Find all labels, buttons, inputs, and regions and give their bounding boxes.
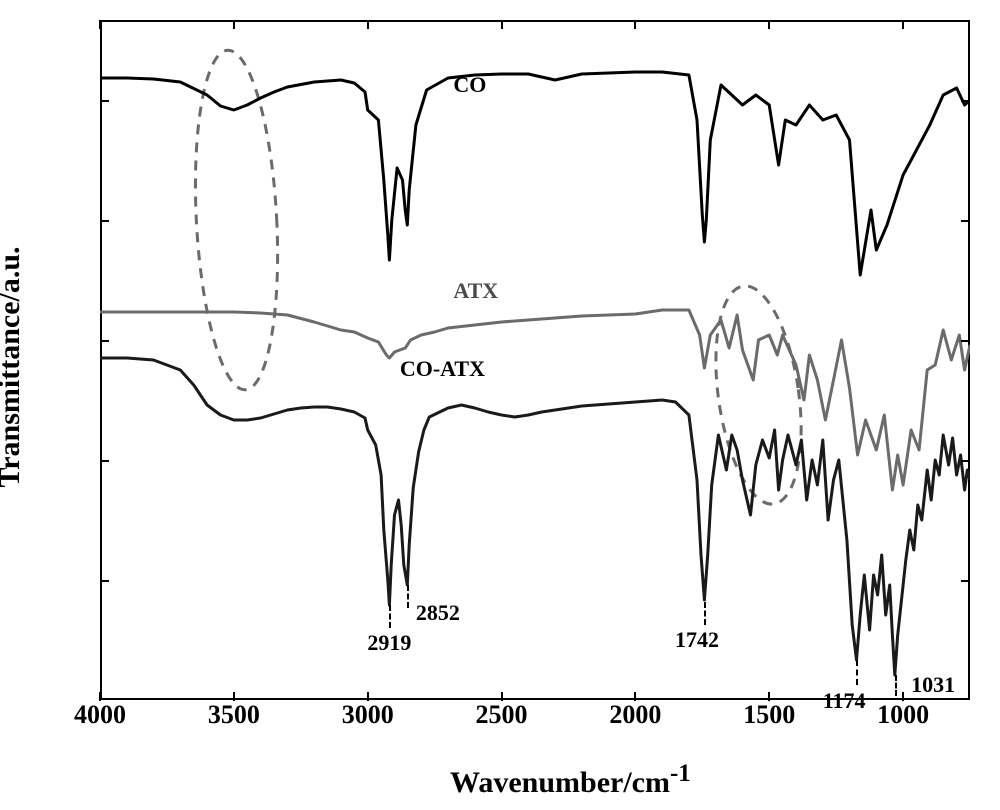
x-tick-mark-top xyxy=(902,20,904,29)
y-tick-mark-right xyxy=(961,340,970,342)
x-tick-label: 3500 xyxy=(208,700,260,730)
peak-label: 2852 xyxy=(416,600,460,626)
x-tick-mark-top xyxy=(233,20,235,29)
peak-label: 2919 xyxy=(367,630,411,656)
curve-label: CO xyxy=(453,72,486,98)
spectrum-CO xyxy=(100,72,970,275)
x-tick-mark-top xyxy=(634,20,636,29)
x-tick-label: 4000 xyxy=(74,700,126,730)
x-tick-label: 2500 xyxy=(476,700,528,730)
x-tick-label: 3000 xyxy=(342,700,394,730)
x-tick-mark-top xyxy=(501,20,503,29)
y-tick-mark-right xyxy=(961,100,970,102)
peak-label: 1174 xyxy=(823,688,866,714)
x-tick-mark-top xyxy=(99,20,101,29)
highlight-ellipse-1 xyxy=(703,280,813,509)
y-tick-mark xyxy=(100,580,109,582)
y-tick-mark-right xyxy=(961,220,970,222)
x-tick-label: 1500 xyxy=(743,700,795,730)
peak-dash-line xyxy=(389,605,391,628)
x-tick-mark-top xyxy=(768,20,770,29)
y-tick-mark xyxy=(100,100,109,102)
curve-label: CO-ATX xyxy=(400,356,485,382)
x-tick-label: 1000 xyxy=(877,700,929,730)
y-tick-mark-right xyxy=(961,580,970,582)
peak-dash-line xyxy=(856,660,858,685)
y-tick-mark xyxy=(100,220,109,222)
spectrum-CO_ATX xyxy=(100,358,970,675)
peak-dash-line xyxy=(704,602,706,625)
x-axis-label-super: -1 xyxy=(670,760,691,787)
y-tick-mark-right xyxy=(961,460,970,462)
y-tick-mark xyxy=(100,460,109,462)
y-axis-label: Transmittance/a.u. xyxy=(0,246,27,487)
x-axis-label: Wavenumber/cm-1 xyxy=(450,760,691,800)
chart-container: Transmittance/a.u. Wavenumber/cm-1 4000 3… xyxy=(0,0,1000,810)
x-tick-mark-top xyxy=(367,20,369,29)
spectra-svg xyxy=(100,20,970,700)
y-tick-mark xyxy=(100,340,109,342)
peak-dash-line xyxy=(895,675,897,696)
x-tick-label: 2000 xyxy=(609,700,661,730)
curve-label: ATX xyxy=(453,278,498,304)
peak-dash-line xyxy=(407,585,409,608)
highlight-ellipse-0 xyxy=(188,48,286,392)
x-axis-label-text: Wavenumber/cm xyxy=(450,766,670,799)
peak-label: 1742 xyxy=(675,627,719,653)
peak-label: 1031 xyxy=(911,672,955,698)
